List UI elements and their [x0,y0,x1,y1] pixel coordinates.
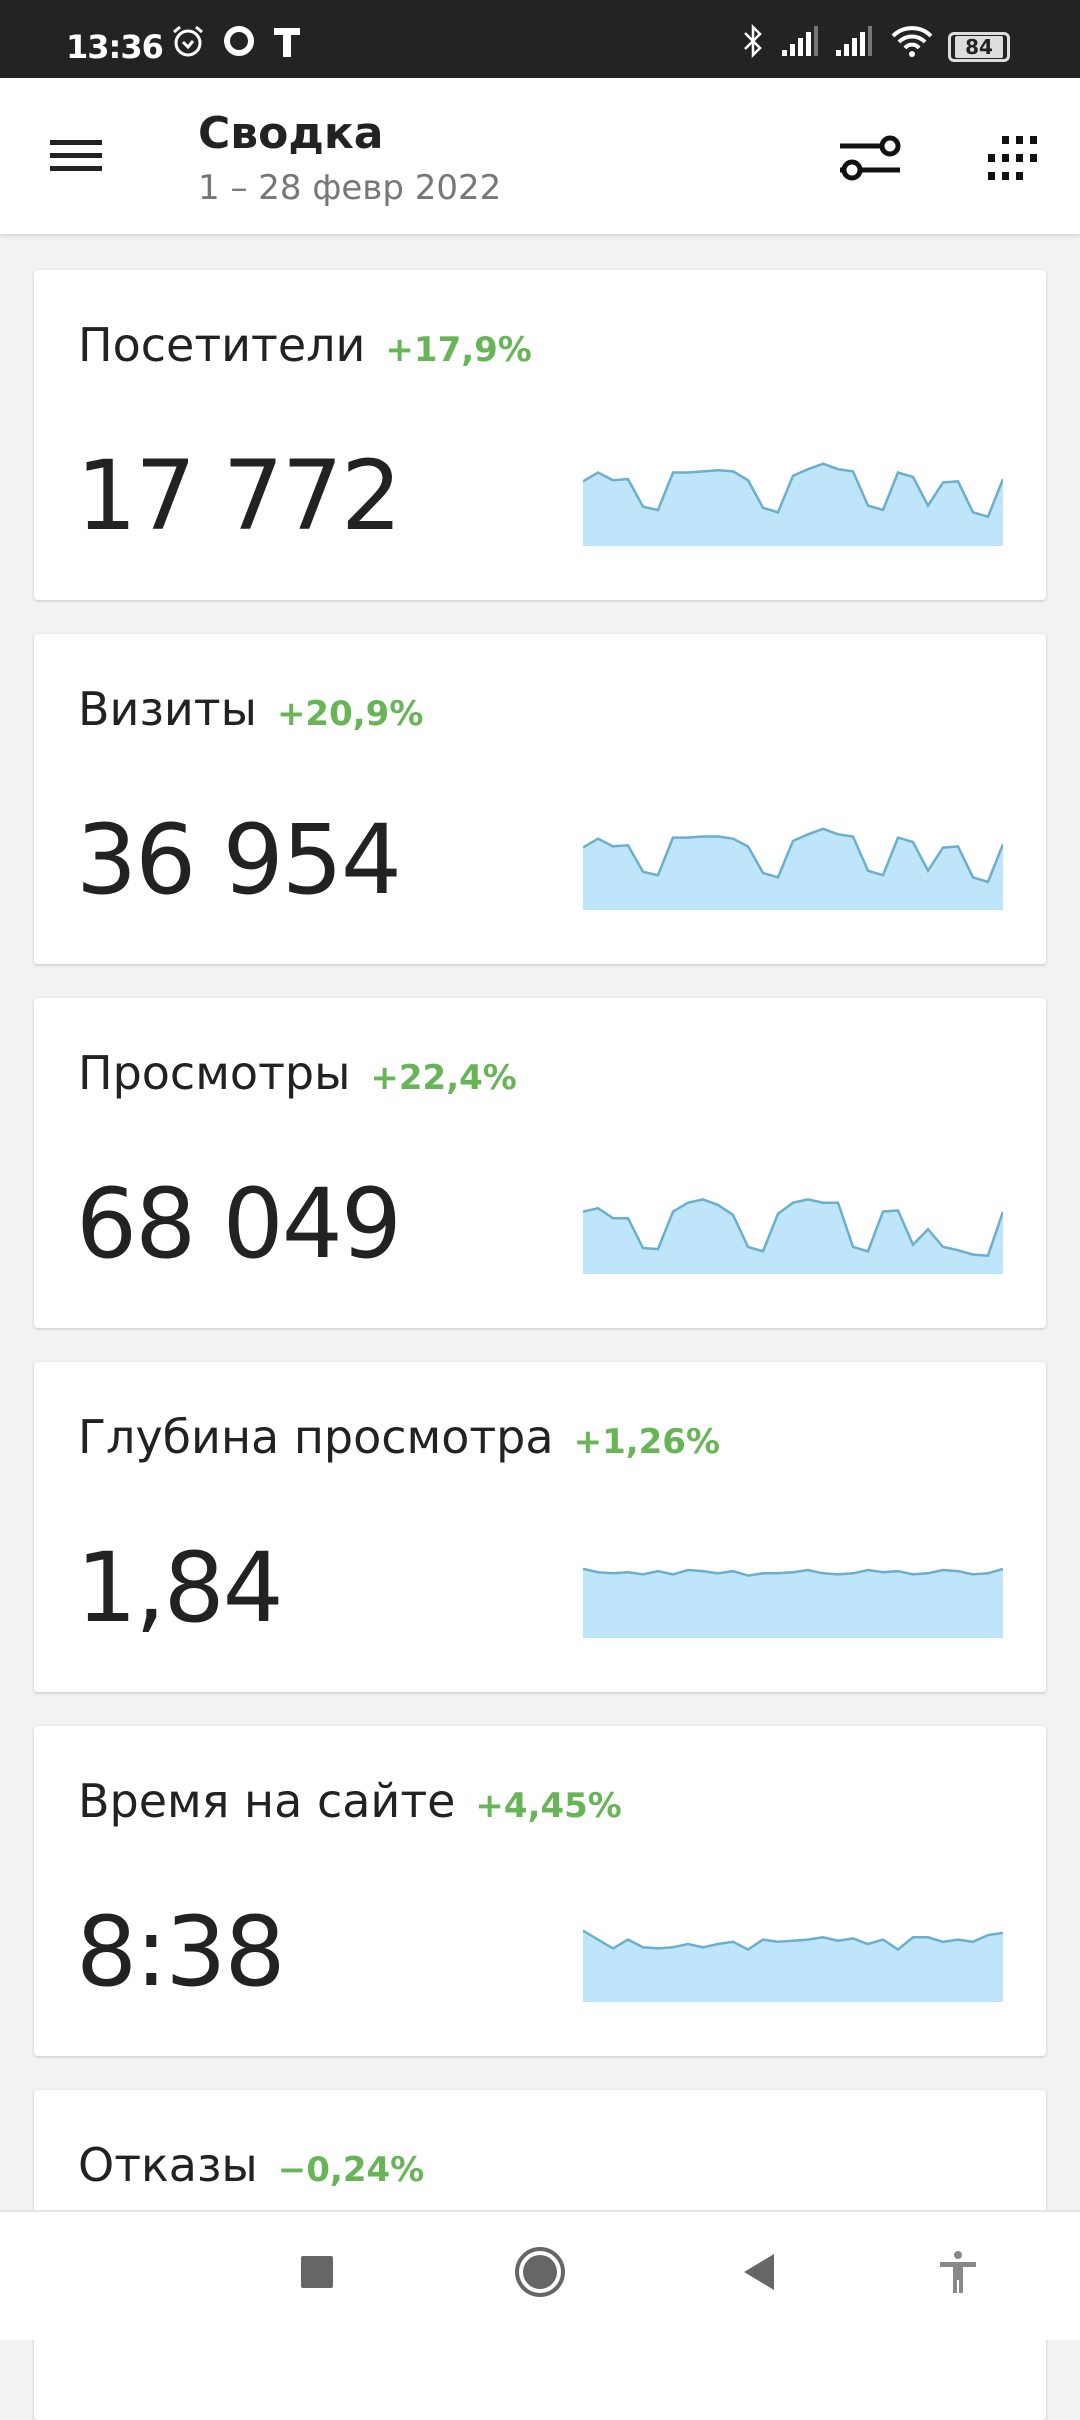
sparkline-line [583,1198,1003,1258]
wifi-icon [891,26,933,57]
metric-change: +4,45% [475,1786,622,1826]
metric-label: Визиты +20,9% [78,682,423,736]
filter-sliders-icon[interactable] [838,134,904,182]
metric-name: Просмотры [78,1046,351,1100]
metric-change: −0,24% [277,2150,425,2190]
sparkline-area [583,1930,1003,2002]
sparkline-area [583,463,1003,546]
metric-card[interactable]: Время на сайте +4,45% 8:38 [34,1726,1046,2056]
app-header: Сводка 1 – 28 февр 2022 [0,78,1080,234]
metric-card[interactable]: Просмотры +22,4% 68 049 [34,998,1046,1328]
sparkline-chart [583,462,1003,546]
sparkline-line [583,462,1003,519]
sparkline-line [583,827,1003,884]
sparkline-chart [583,827,1003,910]
metric-change: +22,4% [370,1058,517,1098]
metric-name: Визиты [78,682,257,736]
metric-change: +20,9% [276,694,424,734]
metric-name: Отказы [78,2138,258,2192]
metric-value: 1,84 [76,1532,284,1644]
page-title: Сводка [198,108,384,159]
sparkline-line [583,1567,1003,1577]
metric-value: 8:38 [76,1896,286,2008]
metric-card[interactable]: Визиты +20,9% 36 954 [34,634,1046,964]
signal-icon [836,26,872,56]
back-triangle-icon[interactable] [740,2252,780,2292]
sparkline-area [583,1199,1003,1274]
metric-name: Посетители [78,318,366,372]
metric-label: Отказы −0,24% [78,2138,424,2192]
sparkline-chart [583,1198,1003,1274]
sparkline-area [583,828,1003,910]
alarm-icon [173,25,203,57]
t-app-icon [274,28,300,57]
home-circle-icon[interactable] [514,2246,566,2298]
sparkline-chart [583,1567,1003,1638]
sparkline-area [583,1568,1003,1638]
metric-name: Время на сайте [78,1774,456,1828]
metric-value: 36 954 [76,804,402,916]
system-nav-bar [0,2210,1080,2340]
apps-grid-icon[interactable] [984,136,1048,182]
sparkline-chart [583,1929,1003,2002]
metric-label: Время на сайте +4,45% [78,1774,622,1828]
accessibility-icon[interactable] [938,2250,978,2294]
battery-level: 84 [955,36,1003,58]
metric-value: 68 049 [76,1168,402,1280]
metric-change: +1,26% [573,1422,721,1462]
bluetooth-icon [744,24,762,58]
recents-square-icon[interactable] [300,2252,334,2292]
metric-name: Глубина просмотра [78,1410,554,1464]
date-range[interactable]: 1 – 28 февр 2022 [198,168,502,208]
metric-label: Посетители +17,9% [78,318,532,372]
chat-icon [224,26,254,56]
status-time: 13:36 [66,28,164,66]
metric-label: Просмотры +22,4% [78,1046,517,1100]
battery-icon: 84 [948,32,1010,62]
metric-change: +17,9% [385,330,532,370]
status-bar: 13:36 84 [0,0,1080,78]
metric-card[interactable]: Глубина просмотра +1,26% 1,84 [34,1362,1046,1692]
metric-card[interactable]: Посетители +17,9% 17 772 [34,270,1046,600]
menu-icon[interactable] [50,136,104,176]
sparkline-line [583,1929,1003,1952]
metric-label: Глубина просмотра +1,26% [78,1410,720,1464]
signal-icon [782,26,818,56]
metric-value: 17 772 [76,440,402,552]
